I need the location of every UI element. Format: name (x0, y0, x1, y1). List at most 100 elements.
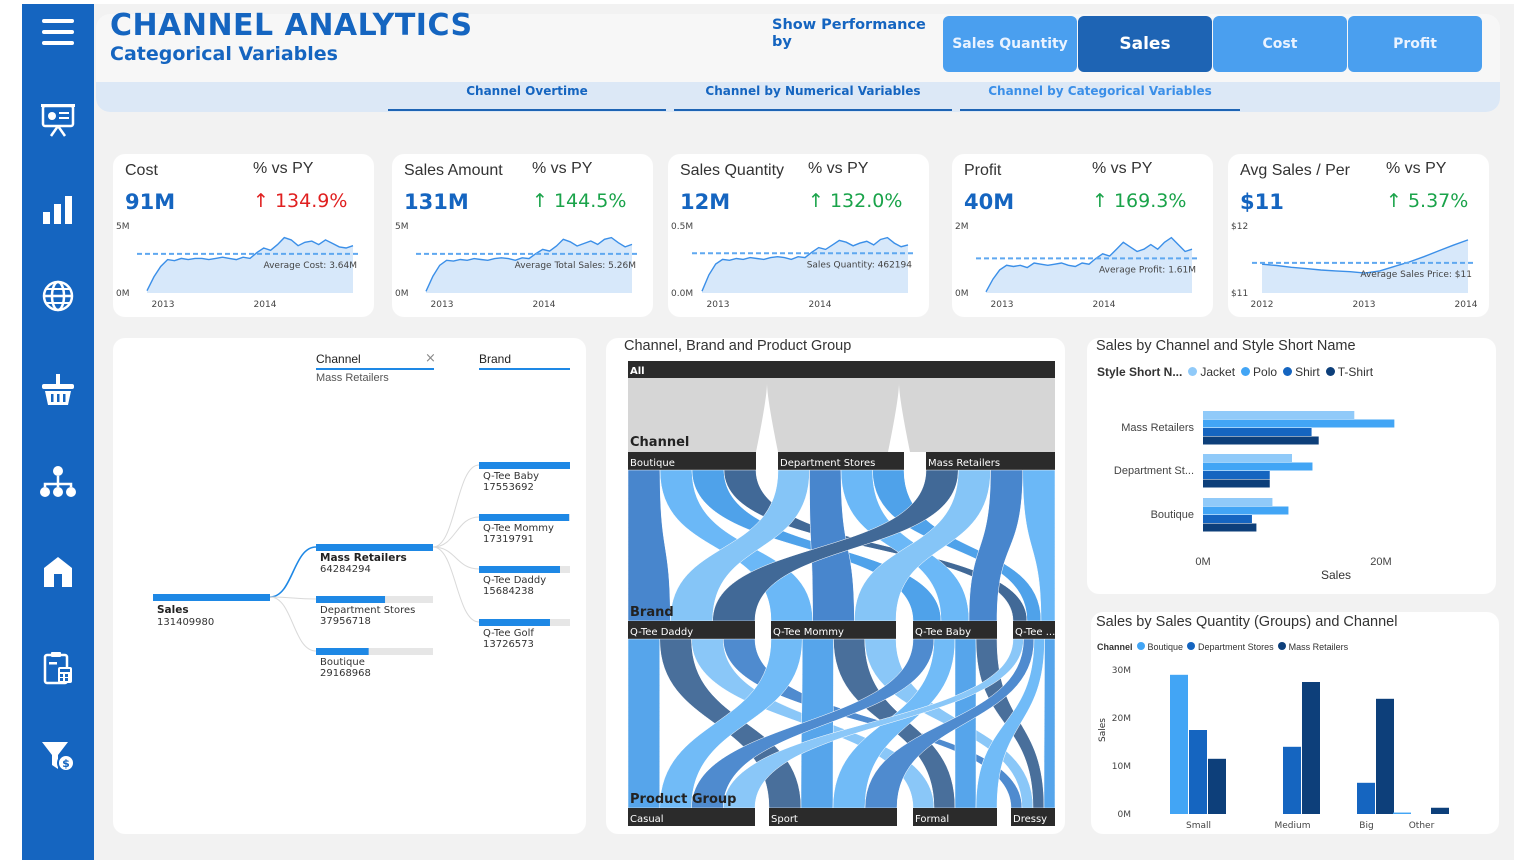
sankey-chart[interactable]: All Channel Boutique Department Stores Mass … (606, 338, 1065, 834)
sankey-product-label: Dressy (1013, 814, 1047, 825)
decomp-brand-name: Q-Tee Golf (483, 628, 534, 639)
y-axis-bottom-label: 0M (116, 289, 130, 299)
kpi-sparkline[interactable]: 5M 0M Average Cost: 3.64M 2013 2014 (113, 216, 374, 316)
kpi-pct-label: % vs PY (1092, 160, 1153, 177)
decomp-channel-bar (316, 596, 386, 603)
decomp-brand-name: Q-Tee Mommy (483, 523, 554, 534)
decomp-channel-bar (316, 648, 369, 655)
kpi-value: $11 (1240, 190, 1284, 214)
sankey-level-brand: Brand (630, 605, 674, 620)
x-axis-label: 2014 (533, 300, 556, 310)
hbar-bar-jacket (1203, 411, 1355, 419)
decomp-brand-name: Q-Tee Baby (483, 471, 539, 482)
sankey-product-label: Formal (915, 814, 949, 825)
hierarchy-icon[interactable] (36, 460, 80, 504)
close-icon[interactable]: × (425, 351, 436, 366)
sankey-flow (627, 638, 660, 809)
tab-channel-by-categorical-variables[interactable]: Channel by Categorical Variables (960, 83, 1240, 111)
sankey-product-node (628, 808, 755, 826)
sankey-level-channel: Channel (630, 435, 689, 450)
vbar-category-label: Other (1409, 821, 1435, 831)
vbar-bar-mass-retailers (1302, 682, 1320, 814)
bar-chart-icon[interactable] (36, 188, 80, 232)
decomp-connector (432, 546, 480, 570)
metric-button-profit[interactable]: Profit (1348, 16, 1482, 72)
x-axis-label: 2013 (152, 300, 175, 310)
metric-button-sales[interactable]: Sales (1078, 16, 1212, 72)
sparkline-line (425, 236, 633, 292)
decomp-brand-bar (479, 514, 570, 521)
store-icon[interactable] (36, 550, 80, 594)
kpi-pct: ↑ 169.3% (1092, 190, 1186, 212)
decomp-brand-value: 15684238 (483, 586, 534, 597)
basket-icon[interactable] (36, 368, 80, 412)
legend-item-boutique[interactable]: Boutique (1136, 642, 1183, 652)
decomp-connector (432, 546, 480, 623)
legend-item-mass-retailers[interactable]: Mass Retailers (1277, 642, 1348, 652)
x-axis-label: 2013 (991, 300, 1014, 310)
legend-item-t-shirt[interactable]: T-Shirt (1325, 365, 1373, 379)
tab-channel-overtime[interactable]: Channel Overtime (388, 83, 666, 111)
hbar-x-axis-label: Sales (1321, 568, 1351, 582)
decomp-connector (269, 546, 317, 598)
average-label: Average Total Sales: 5.26M (515, 261, 636, 271)
filter-money-icon[interactable]: $ (36, 734, 80, 778)
decomp-brand-bar (479, 619, 550, 626)
sparkline-line (985, 236, 1193, 293)
metric-button-cost[interactable]: Cost (1213, 16, 1347, 72)
legend-item-department-stores[interactable]: Department Stores (1187, 642, 1274, 652)
legend-item-shirt[interactable]: Shirt (1283, 365, 1320, 379)
sankey-channel-node (926, 452, 1055, 470)
kpi-pct-label: % vs PY (808, 160, 869, 177)
hbar-x-tick: 20M (1370, 556, 1391, 568)
vbar-chart[interactable]: 0M 10M 20M 30M Sales Small Medium Big Other (1091, 612, 1499, 834)
calculator-clipboard-icon[interactable] (36, 646, 80, 690)
sankey-card: Channel, Brand and Product Group All Chan… (606, 338, 1065, 834)
kpi-pct-label: % vs PY (253, 160, 314, 177)
kpi-sparkline[interactable]: 0.5M 0.0M Sales Quantity: 462194 2013 2014 (668, 216, 929, 316)
trend-up-arrow-icon: ↑ (808, 190, 824, 212)
vbar-bar-department-stores (1189, 730, 1207, 814)
show-performance-label: Show Performance by (772, 17, 926, 50)
decomposition-tree-card: Channel × Mass Retailers Brand Sales 1314… (113, 338, 586, 834)
hamburger-menu-icon[interactable] (36, 10, 80, 54)
kpi-pct: ↑ 5.37% (1386, 190, 1468, 212)
vbar-category-label: Small (1186, 821, 1211, 831)
trend-up-arrow-icon: ↑ (1386, 190, 1402, 212)
decomp-channel-name: Department Stores (320, 605, 415, 616)
sankey-all-flow (628, 378, 1055, 452)
tab-channel-by-numerical-variables[interactable]: Channel by Numerical Variables (674, 83, 952, 111)
hbar-bar-polo (1203, 506, 1289, 515)
y-axis-bottom-label: 0M (395, 289, 409, 299)
legend-item-jacket[interactable]: Jacket (1188, 365, 1235, 379)
x-axis-label: 2012 (1251, 300, 1274, 310)
hbar-category-label: Mass Retailers (1121, 422, 1194, 434)
kpi-label: Sales Amount (404, 162, 503, 179)
hbar-category-label: Boutique (1151, 509, 1194, 521)
kpi-value: 40M (964, 190, 1015, 214)
kpi-sparkline[interactable]: $12 $11 Average Sales Price: $11 2012 2013 20… (1228, 216, 1489, 316)
average-label: Average Sales Price: $11 (1360, 270, 1472, 280)
sankey-flows-channel-brand (627, 469, 1056, 622)
x-axis-label: 2014 (254, 300, 277, 310)
x-axis-label: 2014 (809, 300, 832, 310)
kpi-pct-value: 169.3% (1113, 190, 1187, 212)
legend-item-polo[interactable]: Polo (1241, 365, 1277, 379)
kpi-sparkline[interactable]: 5M 0M Average Total Sales: 5.26M 2013 2014 (392, 216, 653, 316)
vbar-y-tick: 20M (1112, 714, 1131, 724)
vbar-category-label: Medium (1275, 821, 1311, 831)
vbar-legend-title: Channel (1097, 642, 1133, 652)
metric-button-sales-quantity[interactable]: Sales Quantity (943, 16, 1077, 72)
kpi-pct-value: 5.37% (1407, 190, 1469, 212)
vbar-chart-card: Sales by Sales Quantity (Groups) and Cha… (1091, 612, 1499, 834)
kpi-sparkline[interactable]: 2M 0M Average Profit: 1.61M 2013 2014 (952, 216, 1213, 316)
hbar-chart[interactable]: Mass Retailers Department St... Boutique 0M… (1087, 338, 1496, 594)
presentation-icon[interactable] (36, 98, 80, 142)
sankey-gap (756, 383, 778, 452)
filter-channel-label: Channel (316, 352, 361, 366)
sankey-brand-label: Q-Tee ... (1015, 627, 1055, 638)
vbar-bar-department-stores (1283, 746, 1301, 814)
trend-up-arrow-icon: ↑ (253, 190, 269, 212)
globe-icon[interactable] (36, 274, 80, 318)
